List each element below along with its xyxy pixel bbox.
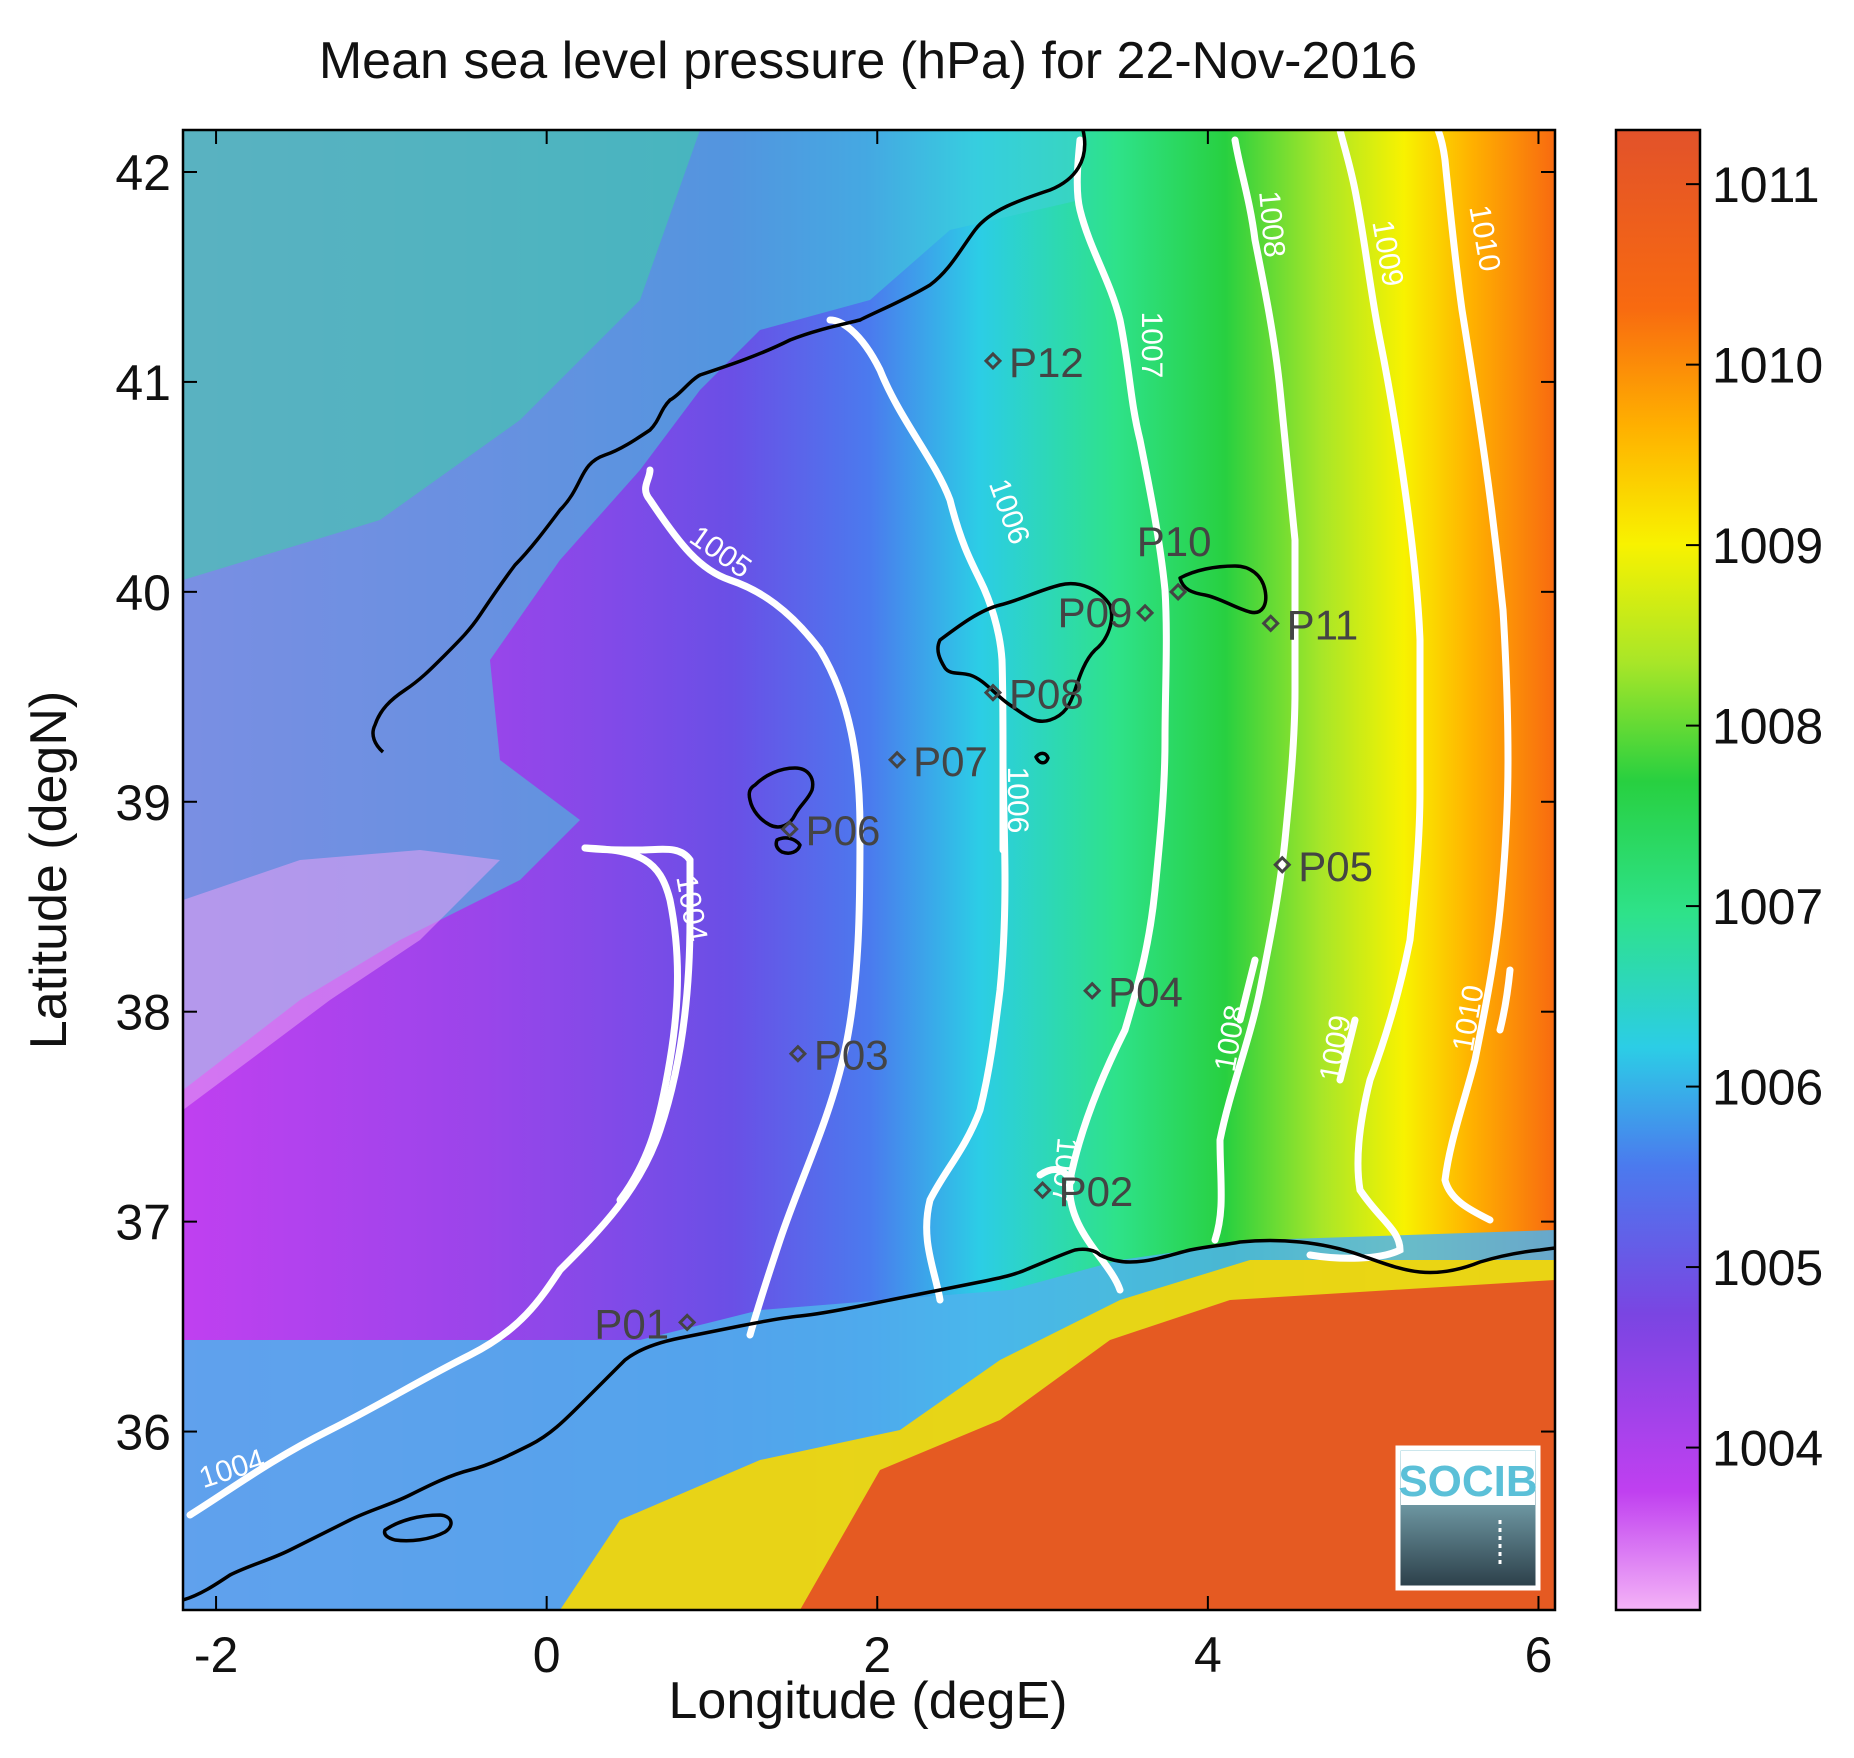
y-tick-label: 39 bbox=[115, 775, 171, 831]
colorbar-tick-label: 1009 bbox=[1712, 518, 1823, 574]
colorbar bbox=[1614, 128, 1702, 1612]
x-axis-label: Longitude (degE) bbox=[669, 1672, 1068, 1730]
map-plot-area: 1004100410051006100610071007100810081009… bbox=[183, 130, 1555, 1610]
station-marker bbox=[678, 1313, 697, 1332]
contour-line-1007 bbox=[1036, 1166, 1074, 1184]
station-label: P01 bbox=[594, 1300, 669, 1347]
station-marker bbox=[1083, 981, 1102, 1000]
contour-label: 1006 bbox=[1001, 767, 1034, 834]
station-marker bbox=[983, 351, 1003, 371]
colorbar-tick-label: 1007 bbox=[1712, 879, 1823, 935]
x-tick-label: 4 bbox=[1194, 1627, 1222, 1683]
station-label: P02 bbox=[1059, 1168, 1134, 1215]
station-marker bbox=[780, 819, 799, 839]
logo-text: SOCIB bbox=[1398, 1457, 1537, 1506]
station-marker bbox=[1168, 582, 1188, 601]
contour-label: 1007 bbox=[1135, 312, 1168, 379]
contour-line-1004 bbox=[186, 844, 694, 1519]
coastline-ibiza bbox=[747, 766, 815, 829]
station-label: P12 bbox=[1009, 339, 1084, 386]
station-label: P06 bbox=[806, 807, 881, 854]
x-tick-label: 2 bbox=[863, 1627, 891, 1683]
station-label: P09 bbox=[1058, 589, 1133, 636]
coastlines bbox=[183, 130, 1555, 1602]
contour-line-1009 bbox=[1336, 1016, 1359, 1084]
contour-line-1004 bbox=[581, 844, 681, 1204]
socib-logo: SOCIB bbox=[1395, 1445, 1541, 1591]
x-axis: -2 0 2 4 6 bbox=[194, 130, 1553, 1683]
station-marker bbox=[1261, 614, 1280, 633]
x-tick-label: 0 bbox=[533, 1627, 561, 1683]
station-label: P03 bbox=[814, 1032, 889, 1079]
station-label: P07 bbox=[913, 738, 988, 785]
contour-line-1008 bbox=[1236, 956, 1259, 1024]
coastline-cabrera bbox=[1034, 751, 1050, 765]
station-marker bbox=[1033, 1181, 1052, 1200]
coastline-menorca bbox=[1178, 564, 1268, 615]
x-tick-label: -2 bbox=[194, 1627, 238, 1683]
y-tick-label: 36 bbox=[115, 1405, 171, 1461]
contour-label: 1007 bbox=[1045, 1136, 1084, 1205]
station-label: P04 bbox=[1108, 969, 1183, 1016]
coastline-formentera bbox=[774, 836, 802, 855]
coastline-north-africa bbox=[183, 1238, 1555, 1602]
contour-lines: 1004100410051006100610071007100810081009… bbox=[186, 130, 1514, 1519]
contour-line-1010 bbox=[1496, 966, 1514, 1034]
contour-line-1007 bbox=[1066, 136, 1170, 1294]
map-frame bbox=[181, 128, 1557, 1612]
land-southeast-spain-field bbox=[183, 850, 500, 1110]
colorbar-tick-label: 1008 bbox=[1712, 699, 1823, 755]
colorbar-ticks: 1004 1005 1006 1007 1008 1009 1010 1011 bbox=[1686, 157, 1823, 1477]
logo-header bbox=[1401, 1451, 1535, 1505]
colorbar-tick-label: 1011 bbox=[1712, 157, 1820, 213]
y-axis-label: Latitude (degN) bbox=[20, 691, 78, 1049]
land-iberia-north-field bbox=[183, 130, 700, 580]
colorbar-tick-label: 1004 bbox=[1712, 1421, 1823, 1477]
station-marker bbox=[1135, 603, 1155, 622]
station-label: P08 bbox=[1009, 671, 1084, 718]
colorbar-tick-label: 1010 bbox=[1712, 338, 1823, 394]
y-tick-label: 37 bbox=[115, 1195, 171, 1251]
y-tick-label: 40 bbox=[115, 565, 171, 621]
coastline-alboran bbox=[382, 1513, 453, 1543]
contour-line-1008 bbox=[1211, 136, 1299, 1244]
y-tick-label: 41 bbox=[115, 355, 171, 411]
station-marker bbox=[1273, 855, 1292, 874]
land-north-africa-east-field bbox=[800, 1280, 1555, 1610]
colorbar-tick-label: 1005 bbox=[1712, 1240, 1823, 1296]
y-axis: 36 37 38 39 40 41 42 bbox=[115, 145, 1555, 1461]
coastline-mallorca bbox=[936, 582, 1114, 723]
y-tick-label: 42 bbox=[115, 145, 171, 201]
station-marker bbox=[983, 683, 1003, 702]
station-marker bbox=[788, 1044, 808, 1063]
contour-label: 1008 bbox=[1252, 189, 1291, 258]
x-tick-label: 6 bbox=[1525, 1627, 1553, 1683]
colorbar-tick-label: 1006 bbox=[1712, 1060, 1823, 1116]
station-label: P11 bbox=[1287, 601, 1359, 648]
y-tick-label: 38 bbox=[115, 985, 171, 1041]
chart-title: Mean sea level pressure (hPa) for 22-Nov… bbox=[319, 32, 1417, 90]
station-label: P05 bbox=[1298, 843, 1373, 890]
station-label: P10 bbox=[1137, 518, 1212, 565]
contour-line-1005 bbox=[642, 466, 864, 1339]
contour-line-1009 bbox=[1306, 130, 1424, 1262]
contour-line-1010 bbox=[1434, 130, 1512, 1224]
coastline-iberia bbox=[371, 130, 1087, 754]
station-marker bbox=[887, 750, 907, 769]
